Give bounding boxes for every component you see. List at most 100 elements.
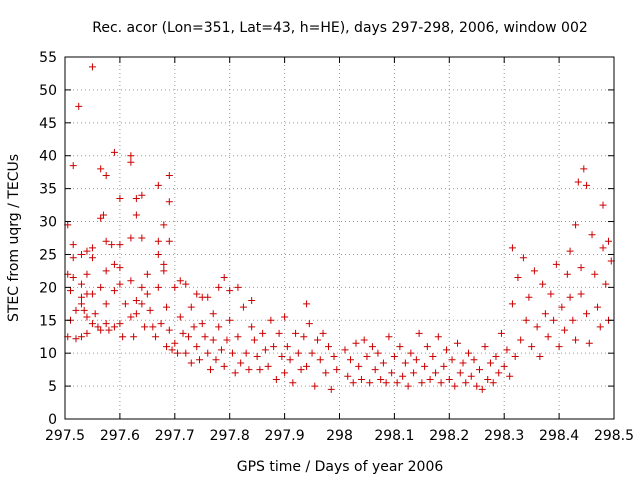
data-point — [552, 260, 560, 268]
data-point — [536, 352, 544, 360]
data-point — [349, 379, 357, 387]
data-point — [596, 323, 604, 331]
y-tick-label: 10 — [39, 346, 57, 362]
data-point — [83, 313, 91, 321]
data-point — [154, 250, 162, 258]
data-point — [426, 376, 434, 384]
data-point — [344, 372, 352, 380]
data-point — [569, 316, 577, 324]
data-point — [108, 241, 116, 249]
data-point — [102, 267, 110, 275]
data-point — [399, 372, 407, 380]
data-point — [311, 382, 319, 390]
data-point — [506, 372, 514, 380]
data-point — [599, 244, 607, 252]
data-point — [165, 326, 173, 334]
data-point — [215, 323, 223, 331]
data-point — [204, 349, 212, 357]
data-point — [201, 333, 209, 341]
data-point — [165, 171, 173, 179]
data-point — [544, 333, 552, 341]
data-point — [314, 336, 322, 344]
y-tick-label: 0 — [48, 412, 57, 428]
data-point — [168, 346, 176, 354]
y-tick-label: 20 — [39, 280, 57, 296]
data-point — [248, 297, 256, 305]
data-point — [272, 376, 280, 384]
data-point — [127, 152, 135, 160]
data-point — [212, 356, 220, 364]
data-point — [193, 343, 201, 351]
data-point — [388, 369, 396, 377]
data-point — [196, 356, 204, 364]
data-point — [316, 356, 324, 364]
data-point — [88, 290, 96, 298]
data-points — [64, 63, 615, 393]
y-axis-label: STEC from uqrg / TECUs — [6, 154, 22, 322]
data-point — [374, 349, 382, 357]
y-tick-label: 25 — [39, 247, 57, 263]
data-point — [149, 323, 157, 331]
data-point — [434, 333, 442, 341]
data-point — [220, 362, 228, 370]
data-point — [138, 191, 146, 199]
data-point — [72, 335, 80, 343]
data-point — [294, 349, 302, 357]
data-point — [127, 158, 135, 166]
data-point — [80, 306, 88, 314]
data-point — [500, 362, 508, 370]
data-point — [220, 273, 228, 281]
data-point — [508, 300, 516, 308]
data-point — [138, 283, 146, 291]
data-point — [467, 372, 475, 380]
data-point — [132, 310, 140, 318]
data-point — [132, 195, 140, 203]
data-point — [72, 306, 80, 314]
data-point — [574, 178, 582, 186]
data-point — [138, 234, 146, 242]
data-point — [256, 366, 264, 374]
data-point — [412, 356, 420, 364]
data-point — [253, 352, 261, 360]
data-point — [371, 366, 379, 374]
data-point — [77, 300, 85, 308]
data-point — [355, 362, 363, 370]
data-point — [462, 379, 470, 387]
y-tick-label: 15 — [39, 313, 57, 329]
data-point — [102, 237, 110, 245]
data-point — [146, 306, 154, 314]
data-point — [217, 346, 225, 354]
data-point — [415, 329, 423, 337]
data-point — [174, 349, 182, 357]
data-point — [308, 349, 316, 357]
data-point — [333, 366, 341, 374]
data-point — [234, 333, 242, 341]
data-point — [176, 277, 184, 285]
y-tick-label: 35 — [39, 182, 57, 198]
data-point — [580, 165, 588, 173]
data-point — [223, 336, 231, 344]
data-point — [407, 349, 415, 357]
data-point — [583, 310, 591, 318]
data-point — [503, 346, 511, 354]
data-point — [547, 290, 555, 298]
data-point — [319, 329, 327, 337]
data-point — [185, 333, 193, 341]
y-axis-ticks: 0 5 10 15 20 25 30 35 40 45 50 55 — [39, 50, 614, 428]
data-point — [154, 181, 162, 189]
data-point — [116, 280, 124, 288]
data-point — [322, 369, 330, 377]
data-point — [475, 366, 483, 374]
data-point — [204, 293, 212, 301]
data-point — [116, 195, 124, 203]
data-point — [209, 336, 217, 344]
data-point — [215, 283, 223, 291]
data-point — [525, 293, 533, 301]
data-point — [99, 211, 107, 219]
data-point — [495, 369, 503, 377]
data-point — [160, 221, 168, 229]
data-point — [182, 280, 190, 288]
data-point — [176, 313, 184, 321]
y-tick-label: 50 — [39, 83, 57, 99]
